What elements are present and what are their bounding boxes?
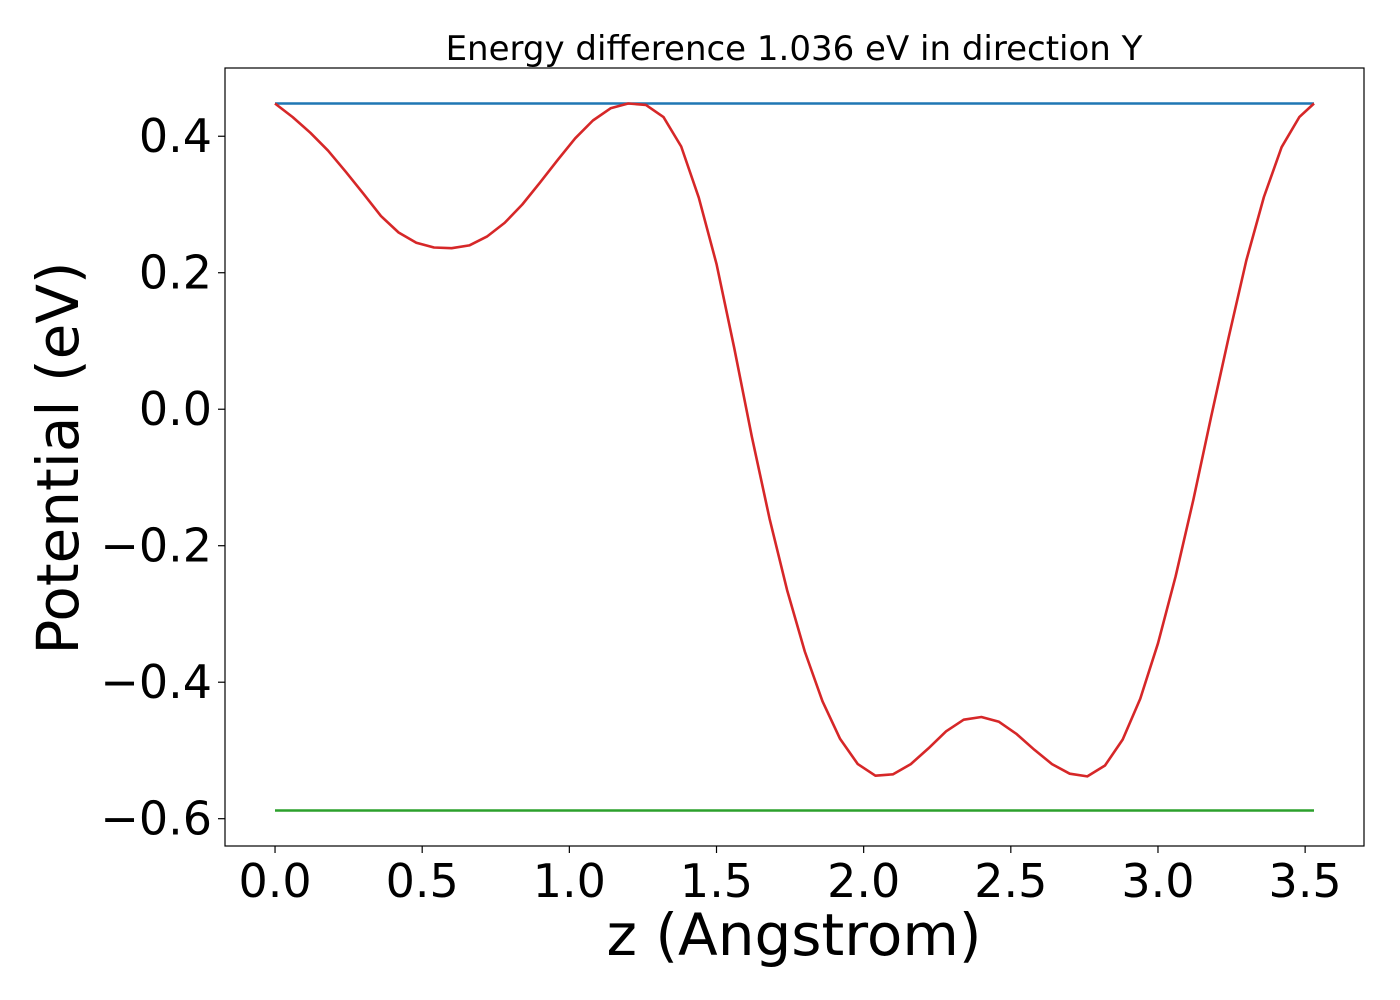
x-tick-label: 2.5: [974, 854, 1047, 908]
x-axis-ticks: 0.0 0.5 1.0 1.5 2.0 2.5 3.0 3.5: [238, 846, 1342, 908]
x-tick-label: 3.5: [1269, 854, 1342, 908]
x-tick-label: 1.0: [533, 854, 606, 908]
x-axis-title: z (Angstrom): [607, 901, 982, 969]
y-tick-label: 0.0: [139, 382, 212, 436]
x-tick-label: 0.5: [386, 854, 459, 908]
x-tick-label: 1.5: [680, 854, 753, 908]
plot-lines: [274, 102, 1315, 812]
y-tick-label: −0.6: [100, 792, 212, 846]
y-tick-label: −0.2: [100, 519, 212, 573]
y-tick-label: −0.4: [100, 655, 212, 709]
y-tick-label: 0.4: [139, 109, 212, 163]
y-axis-title: Potential (eV): [24, 261, 92, 654]
series-line-potential: [274, 102, 1315, 778]
x-tick-label: 2.0: [827, 854, 900, 908]
plot-frame: [224, 67, 1365, 847]
y-tick-label: 0.2: [139, 246, 212, 300]
y-axis-ticks: 0.4 0.2 0.0 −0.2 −0.4 −0.6: [100, 109, 225, 846]
x-tick-label: 3.0: [1121, 854, 1194, 908]
x-tick-label: 0.0: [238, 854, 311, 908]
chart-title: Energy difference 1.036 eV in direction …: [446, 29, 1143, 69]
